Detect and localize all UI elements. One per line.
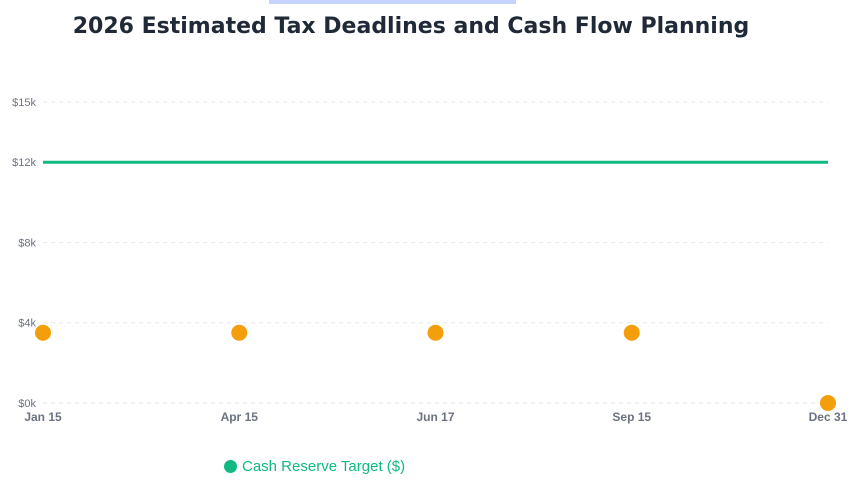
y-tick-label-3: $12k [12, 157, 36, 169]
title-accent-bar [269, 0, 516, 4]
y-tick-label-4: $15k [12, 97, 36, 109]
x-tick-label-0: Jan 15 [24, 410, 62, 424]
y-tick-label-0: $0k [18, 398, 36, 410]
x-tick-label-1: Apr 15 [221, 410, 259, 424]
y-tick-label-2: $8k [18, 237, 36, 249]
payment-point-2 [427, 324, 444, 341]
payment-point-1 [231, 324, 248, 341]
chart-legend[interactable]: Cash Reserve Target ($) [224, 458, 405, 475]
payment-point-4 [820, 395, 836, 411]
chart-title: 2026 Estimated Tax Deadlines and Cash Fl… [72, 14, 750, 39]
y-tick-label-1: $4k [18, 318, 36, 330]
x-tick-label-4: Dec 31 [809, 410, 848, 424]
x-tick-label-3: Sep 15 [612, 410, 651, 424]
payment-point-0 [35, 324, 51, 341]
x-tick-label-2: Jun 17 [416, 410, 454, 424]
payment-point-3 [623, 324, 640, 341]
legend-label-reserve: Cash Reserve Target ($) [242, 458, 406, 475]
legend-swatch-reserve [224, 460, 237, 473]
